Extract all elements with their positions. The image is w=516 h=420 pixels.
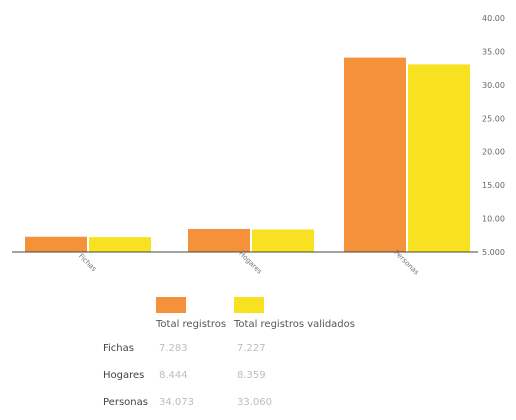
bar-personas-validados (408, 64, 470, 252)
table-cell-total-validados: 8.359 (237, 370, 266, 381)
bar-hogares-validados (252, 229, 314, 252)
y-tick-label: 5.000 (482, 248, 505, 257)
table-row-label: Fichas (103, 343, 134, 354)
legend-swatch-total-registros-validados (234, 297, 264, 313)
table-cell-total-validados: 33.060 (237, 397, 272, 408)
bar-hogares-total (188, 228, 250, 252)
bar-chart: 5.000 10.00 15.00 20.00 25.00 30.00 35.00 40.00… (12, 14, 505, 277)
chart-canvas: 5.000 10.00 15.00 20.00 25.00 30.00 35.00 40.00… (12, 14, 505, 277)
table-cell-total-validados: 7.227 (237, 343, 266, 354)
y-tick-label: 35.00 (482, 47, 505, 56)
bar-fichas-total (25, 236, 87, 252)
table-row-label: Personas (103, 397, 148, 408)
legend-label-total-registros-validados: Total registros validados (234, 319, 355, 330)
bar-fichas-validados (89, 237, 151, 252)
table-cell-total-registros: 7.283 (159, 343, 188, 354)
legend-swatch-total-registros (156, 297, 186, 313)
legend-label-total-registros: Total registros (156, 319, 227, 330)
y-tick-label: 20.00 (482, 148, 505, 157)
y-tick-label: 40.00 (482, 14, 505, 23)
x-tick-label-fichas: Fichas (77, 252, 98, 273)
y-tick-label: 10.00 (482, 215, 505, 224)
y-tick-label: 15.00 (482, 181, 505, 190)
bar-personas-total (344, 57, 406, 253)
table-cell-total-registros: 8.444 (159, 370, 188, 381)
x-tick-label-personas: Personas (392, 249, 420, 277)
x-tick-label-hogares: Hogares (237, 250, 263, 276)
table-row-label: Hogares (103, 370, 145, 381)
legend-item-total-registros-validados[interactable]: Total registros validados (234, 297, 355, 330)
table-cell-total-registros: 34.073 (159, 397, 194, 408)
y-tick-label: 30.00 (482, 81, 505, 90)
legend: Total registros Total registros validado… (156, 297, 416, 337)
legend-item-total-registros[interactable]: Total registros (156, 297, 226, 330)
y-tick-label: 25.00 (482, 114, 505, 123)
